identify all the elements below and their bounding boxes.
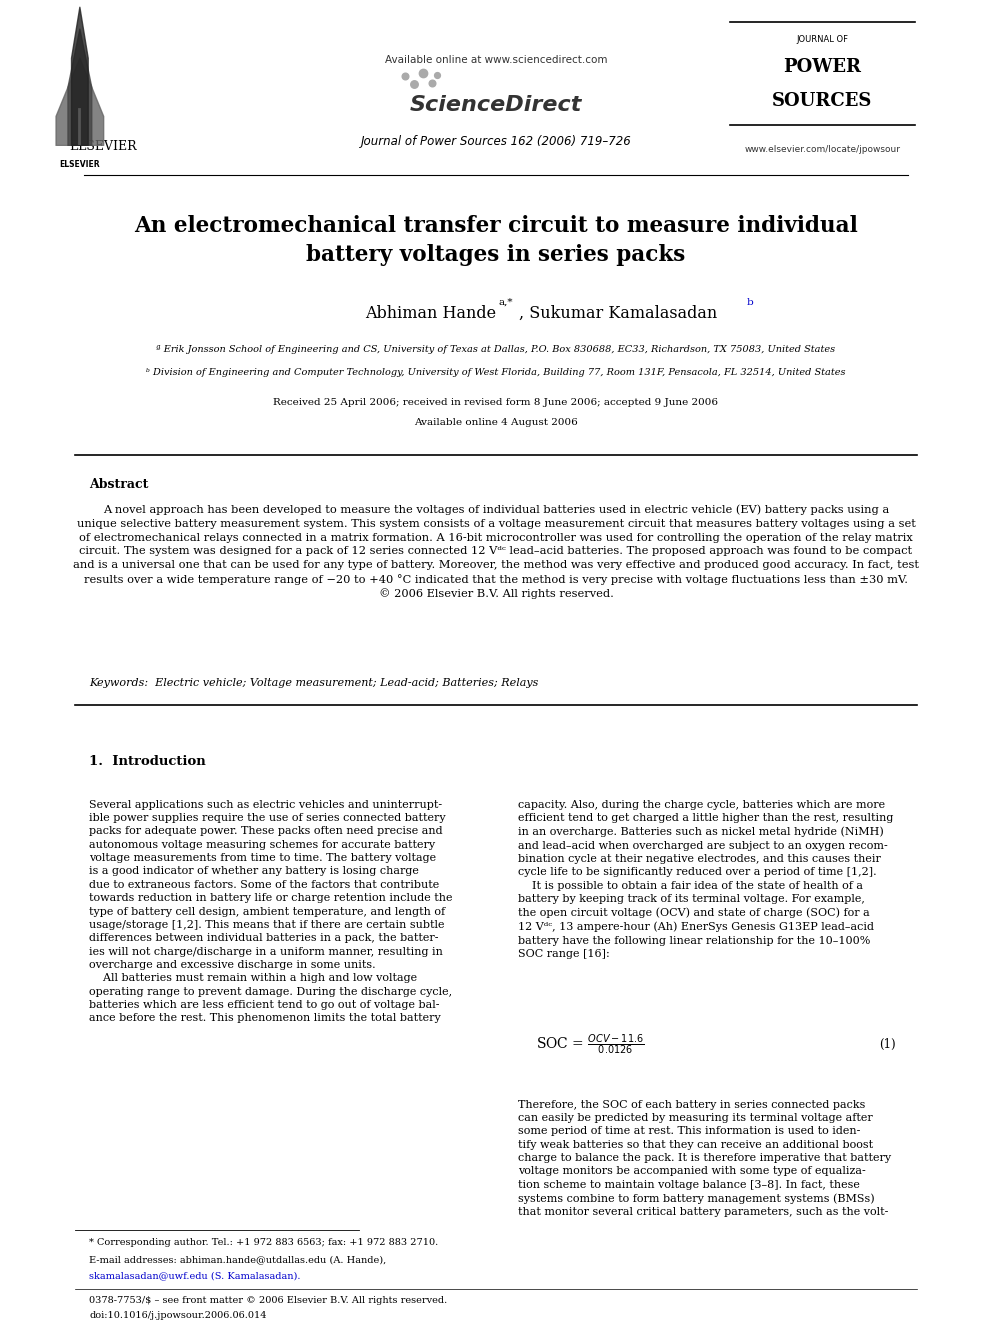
Text: doi:10.1016/j.jpowsour.2006.06.014: doi:10.1016/j.jpowsour.2006.06.014 <box>89 1311 267 1320</box>
Text: (1): (1) <box>880 1039 896 1050</box>
Text: , Sukumar Kamalasadan: , Sukumar Kamalasadan <box>519 304 717 321</box>
Text: www.elsevier.com/locate/jpowsour: www.elsevier.com/locate/jpowsour <box>744 146 901 153</box>
Text: b: b <box>747 298 753 307</box>
Text: A novel approach has been developed to measure the voltages of individual batter: A novel approach has been developed to m… <box>73 505 919 599</box>
Text: Abstract: Abstract <box>89 478 149 491</box>
Text: JOURNAL OF: JOURNAL OF <box>797 34 848 44</box>
Text: SOC = $\frac{OCV - 11.6}{0.0126}$: SOC = $\frac{OCV - 11.6}{0.0126}$ <box>537 1032 645 1057</box>
Text: POWER: POWER <box>784 58 861 75</box>
Text: a,*: a,* <box>499 298 513 307</box>
Text: Journal of Power Sources 162 (2006) 719–726: Journal of Power Sources 162 (2006) 719–… <box>361 135 631 148</box>
Text: Abhiman Hande: Abhiman Hande <box>365 304 496 321</box>
Text: E-mail addresses: abhiman.hande@utdallas.edu (A. Hande),: E-mail addresses: abhiman.hande@utdallas… <box>89 1256 387 1265</box>
Text: * Corresponding author. Tel.: +1 972 883 6563; fax: +1 972 883 2710.: * Corresponding author. Tel.: +1 972 883… <box>89 1237 438 1246</box>
Text: Therefore, the SOC of each battery in series connected packs
can easily be predi: Therefore, the SOC of each battery in se… <box>518 1099 891 1217</box>
Text: skamalasadan@uwf.edu (S. Kamalasadan).: skamalasadan@uwf.edu (S. Kamalasadan). <box>89 1271 301 1281</box>
Text: Keywords:  Electric vehicle; Voltage measurement; Lead-acid; Batteries; Relays: Keywords: Electric vehicle; Voltage meas… <box>89 677 539 688</box>
Text: ª Erik Jonsson School of Engineering and CS, University of Texas at Dallas, P.O.: ª Erik Jonsson School of Engineering and… <box>157 345 835 353</box>
Text: SOURCES: SOURCES <box>772 93 873 110</box>
Text: 0378-7753/$ – see front matter © 2006 Elsevier B.V. All rights reserved.: 0378-7753/$ – see front matter © 2006 El… <box>89 1297 447 1306</box>
Text: An electromechanical transfer circuit to measure individual
battery voltages in : An electromechanical transfer circuit to… <box>134 214 858 266</box>
Text: capacity. Also, during the charge cycle, batteries which are more
efficient tend: capacity. Also, during the charge cycle,… <box>518 799 894 959</box>
Text: Received 25 April 2006; received in revised form 8 June 2006; accepted 9 June 20: Received 25 April 2006; received in revi… <box>274 398 718 407</box>
Text: 1.  Introduction: 1. Introduction <box>89 754 206 767</box>
Text: ᵇ Division of Engineering and Computer Technology, University of West Florida, B: ᵇ Division of Engineering and Computer T… <box>146 368 846 377</box>
Text: ScienceDirect: ScienceDirect <box>410 95 582 115</box>
Text: Several applications such as electric vehicles and uninterrupt-
ible power suppl: Several applications such as electric ve… <box>89 799 452 1024</box>
Text: Available online at www.sciencedirect.com: Available online at www.sciencedirect.co… <box>385 56 607 65</box>
Text: ELSEVIER: ELSEVIER <box>69 140 137 153</box>
Text: Available online 4 August 2006: Available online 4 August 2006 <box>414 418 578 427</box>
Text: ELSEVIER: ELSEVIER <box>60 160 99 169</box>
